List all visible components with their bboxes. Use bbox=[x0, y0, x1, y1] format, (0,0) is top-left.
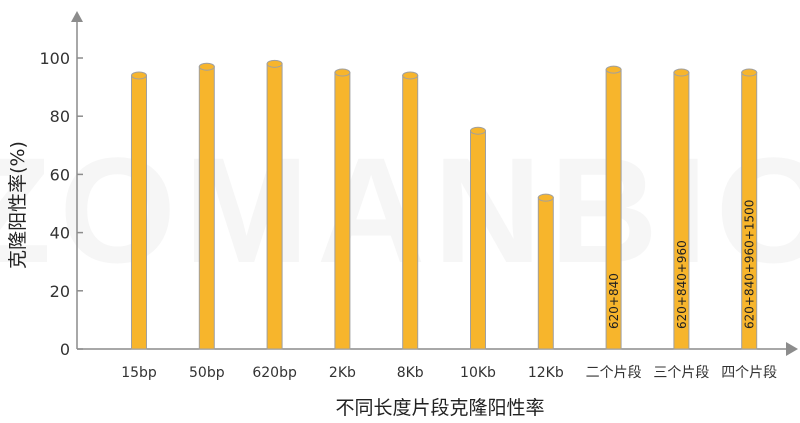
bar bbox=[537, 197, 554, 350]
bar-label: 620+840+960+1500 bbox=[743, 200, 757, 329]
x-tick-label: 12Kb bbox=[528, 365, 564, 381]
labels: 15bp 50bp 620bp 2Kb 8Kb 10Kb 12Kb 二个片段 620+840 三个… bbox=[121, 200, 777, 381]
y-tick-label: 60 bbox=[50, 165, 70, 184]
bar-label: 620+840 bbox=[607, 273, 621, 329]
bar-cap bbox=[334, 68, 351, 77]
y-axis-label: 克隆阳性率(%) bbox=[7, 141, 29, 269]
bar bbox=[131, 74, 147, 350]
bar-cap bbox=[402, 71, 419, 80]
bar-cap bbox=[198, 62, 215, 71]
x-tick-label: 8Kb bbox=[397, 365, 424, 381]
bars bbox=[131, 59, 758, 350]
x-tick-label: 三个片段 bbox=[653, 365, 709, 381]
y-tick-label: 80 bbox=[50, 107, 70, 126]
bar-cap bbox=[470, 126, 486, 135]
x-tick-label: 15bp bbox=[121, 365, 157, 381]
bar bbox=[198, 66, 215, 350]
bar-cap bbox=[673, 68, 690, 77]
y-tick-label: 40 bbox=[50, 224, 70, 243]
bar bbox=[334, 72, 351, 350]
bar bbox=[470, 130, 486, 350]
bar bbox=[402, 74, 419, 350]
x-axis-arrow bbox=[786, 342, 798, 356]
axes: 0 20 40 60 80 100 bbox=[39, 11, 798, 359]
bar-cap bbox=[131, 71, 147, 80]
y-tick-label: 20 bbox=[50, 282, 70, 301]
y-tick-label: 100 bbox=[39, 49, 70, 68]
x-tick-label: 二个片段 bbox=[586, 365, 642, 381]
x-tick-label: 50bp bbox=[189, 365, 225, 381]
x-tick-label: 10Kb bbox=[460, 365, 496, 381]
y-tick-label: 0 bbox=[60, 340, 70, 359]
x-tick-label: 2Kb bbox=[329, 365, 356, 381]
bar-cap bbox=[266, 59, 283, 68]
x-axis-label: 不同长度片段克隆阳性率 bbox=[335, 397, 544, 419]
bar-cap bbox=[537, 193, 554, 202]
bar-cap bbox=[605, 65, 622, 74]
bar-label: 620+840+960 bbox=[675, 240, 689, 329]
bar bbox=[266, 63, 283, 350]
x-tick-label: 四个片段 bbox=[721, 365, 777, 381]
bar-cap bbox=[741, 68, 758, 77]
x-tick-label: 620bp bbox=[252, 365, 297, 381]
y-axis-arrow bbox=[71, 11, 83, 22]
